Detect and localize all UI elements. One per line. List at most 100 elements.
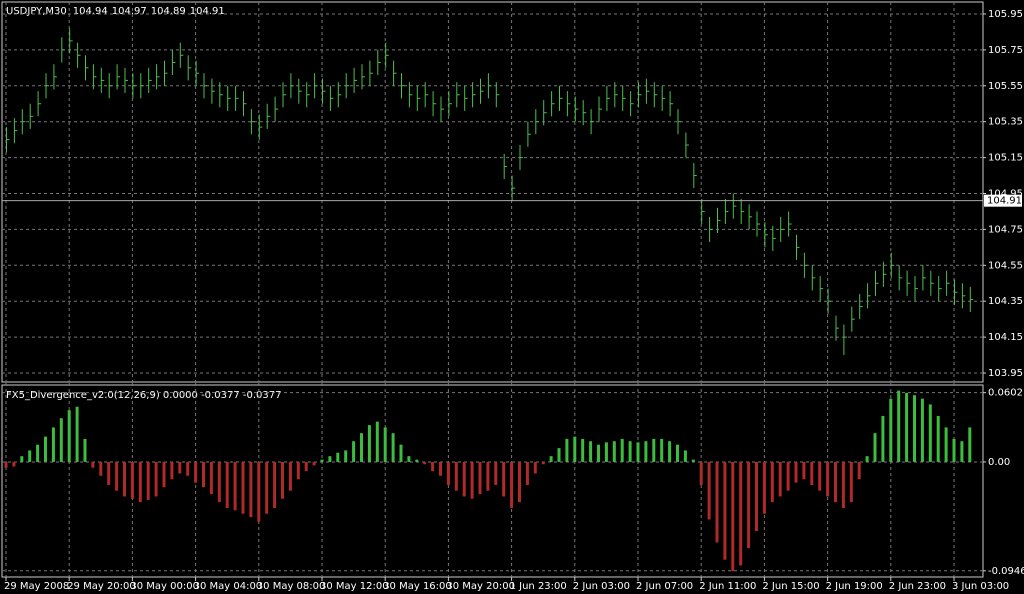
header-high: 104.97 <box>112 6 147 17</box>
header-open: 104.94 <box>73 6 108 17</box>
y-tick-label: 105.35 <box>988 117 1023 128</box>
x-tick-label: 30 May 00:00 <box>130 581 199 592</box>
histogram-bar <box>612 441 616 462</box>
bid-label-box <box>984 194 1022 207</box>
histogram-bar <box>818 461 822 491</box>
histogram-bar <box>202 461 205 488</box>
histogram-bar <box>699 461 703 485</box>
histogram-bar <box>834 461 837 503</box>
histogram-bar <box>952 438 956 462</box>
histogram-bar <box>44 436 47 462</box>
histogram-bar <box>533 461 537 474</box>
histogram-bar <box>225 461 229 508</box>
histogram-bar <box>344 450 348 462</box>
histogram-bar <box>762 461 766 514</box>
histogram-bar <box>936 415 940 462</box>
histogram-bar <box>320 459 324 462</box>
histogram-bar <box>265 461 269 514</box>
histogram-bar <box>336 452 340 462</box>
histogram-bar <box>304 461 308 472</box>
histogram-bar <box>154 461 158 497</box>
y-tick-label: 104.15 <box>988 332 1023 343</box>
histogram-bar <box>691 459 695 462</box>
header-close: 104.91 <box>190 6 225 17</box>
histogram-bar <box>660 438 664 462</box>
histogram-bar <box>731 461 735 572</box>
histogram-bar <box>897 390 901 462</box>
y-tick-label: 104.35 <box>988 296 1023 307</box>
histogram-bar <box>857 461 861 480</box>
histogram-bar <box>138 461 142 503</box>
histogram-bar <box>233 461 237 511</box>
histogram-bar <box>486 461 490 491</box>
x-tick-label: 30 May 16:00 <box>383 581 452 592</box>
histogram-bar <box>91 461 95 468</box>
histogram-bar <box>968 427 972 462</box>
histogram-bar <box>328 456 332 462</box>
histogram-bar <box>849 461 853 503</box>
histogram-bar <box>755 461 758 531</box>
x-tick-label: 30 May 08:00 <box>257 581 326 592</box>
y-tick-label: 0.00 <box>988 457 1010 468</box>
histogram-bar <box>518 461 521 503</box>
histogram-bar <box>146 461 150 500</box>
histogram-bar <box>470 461 474 499</box>
y-tick-label: 104.95 <box>988 189 1023 200</box>
histogram-bar <box>549 456 553 462</box>
histogram-bar <box>652 438 656 462</box>
histogram-bar <box>747 461 751 549</box>
x-tick-label: 29 May 2008 <box>4 581 69 592</box>
price-header: USDJPY,M30 104.94 104.97 104.89 104.91 <box>6 6 225 17</box>
histogram-bar <box>194 461 198 483</box>
x-tick-label: 1 Jun 23:00 <box>510 581 567 592</box>
bid-label: 104.91 <box>987 196 1022 207</box>
histogram-bar <box>478 461 482 495</box>
histogram-bar <box>115 461 119 491</box>
histogram-bar <box>644 441 648 462</box>
histogram-bar <box>162 461 166 488</box>
x-tick-label: 2 Jun 11:00 <box>699 581 756 592</box>
histogram-bar <box>107 461 111 485</box>
histogram-bar <box>944 427 948 462</box>
histogram-bar <box>360 433 363 462</box>
histogram-bar <box>186 461 190 476</box>
histogram-bar <box>928 404 932 462</box>
x-tick-label: 30 May 12:00 <box>320 581 389 592</box>
histogram-bar <box>723 461 727 560</box>
histogram-bar <box>462 461 466 497</box>
histogram-bar <box>636 442 640 462</box>
histogram-bar <box>178 461 182 474</box>
histogram-bar <box>446 461 450 485</box>
histogram-bar <box>770 461 774 503</box>
histogram-bar <box>439 461 442 476</box>
histogram-bar <box>739 461 743 566</box>
histogram-bar <box>209 461 213 495</box>
histogram-bar <box>960 441 964 462</box>
histogram-bar <box>123 461 126 497</box>
x-tick-label: 3 Jun 03:00 <box>952 581 1009 592</box>
histogram-bar <box>589 441 593 462</box>
histogram-bar <box>525 461 529 485</box>
histogram-bar <box>565 438 569 462</box>
y-tick-label: 105.95 <box>988 9 1023 20</box>
histogram-bar <box>707 461 711 520</box>
histogram-bar <box>4 461 8 468</box>
histogram-bar <box>510 461 514 508</box>
histogram-bar <box>83 438 87 462</box>
x-tick-label: 2 Jun 15:00 <box>762 581 819 592</box>
histogram-bar <box>431 461 435 472</box>
x-tick-label: 2 Jun 19:00 <box>826 581 883 592</box>
histogram-bar <box>494 461 498 485</box>
histogram-bar <box>668 441 672 462</box>
y-tick-label: 105.55 <box>988 81 1023 92</box>
histogram-bar <box>249 461 253 518</box>
histogram-bar <box>375 421 379 462</box>
histogram-bar <box>802 461 806 480</box>
histogram-bar <box>628 441 632 462</box>
histogram-bar <box>620 438 624 462</box>
y-tick-label: 105.75 <box>988 45 1023 56</box>
histogram-bar <box>241 461 245 514</box>
histogram-bar <box>399 444 403 462</box>
